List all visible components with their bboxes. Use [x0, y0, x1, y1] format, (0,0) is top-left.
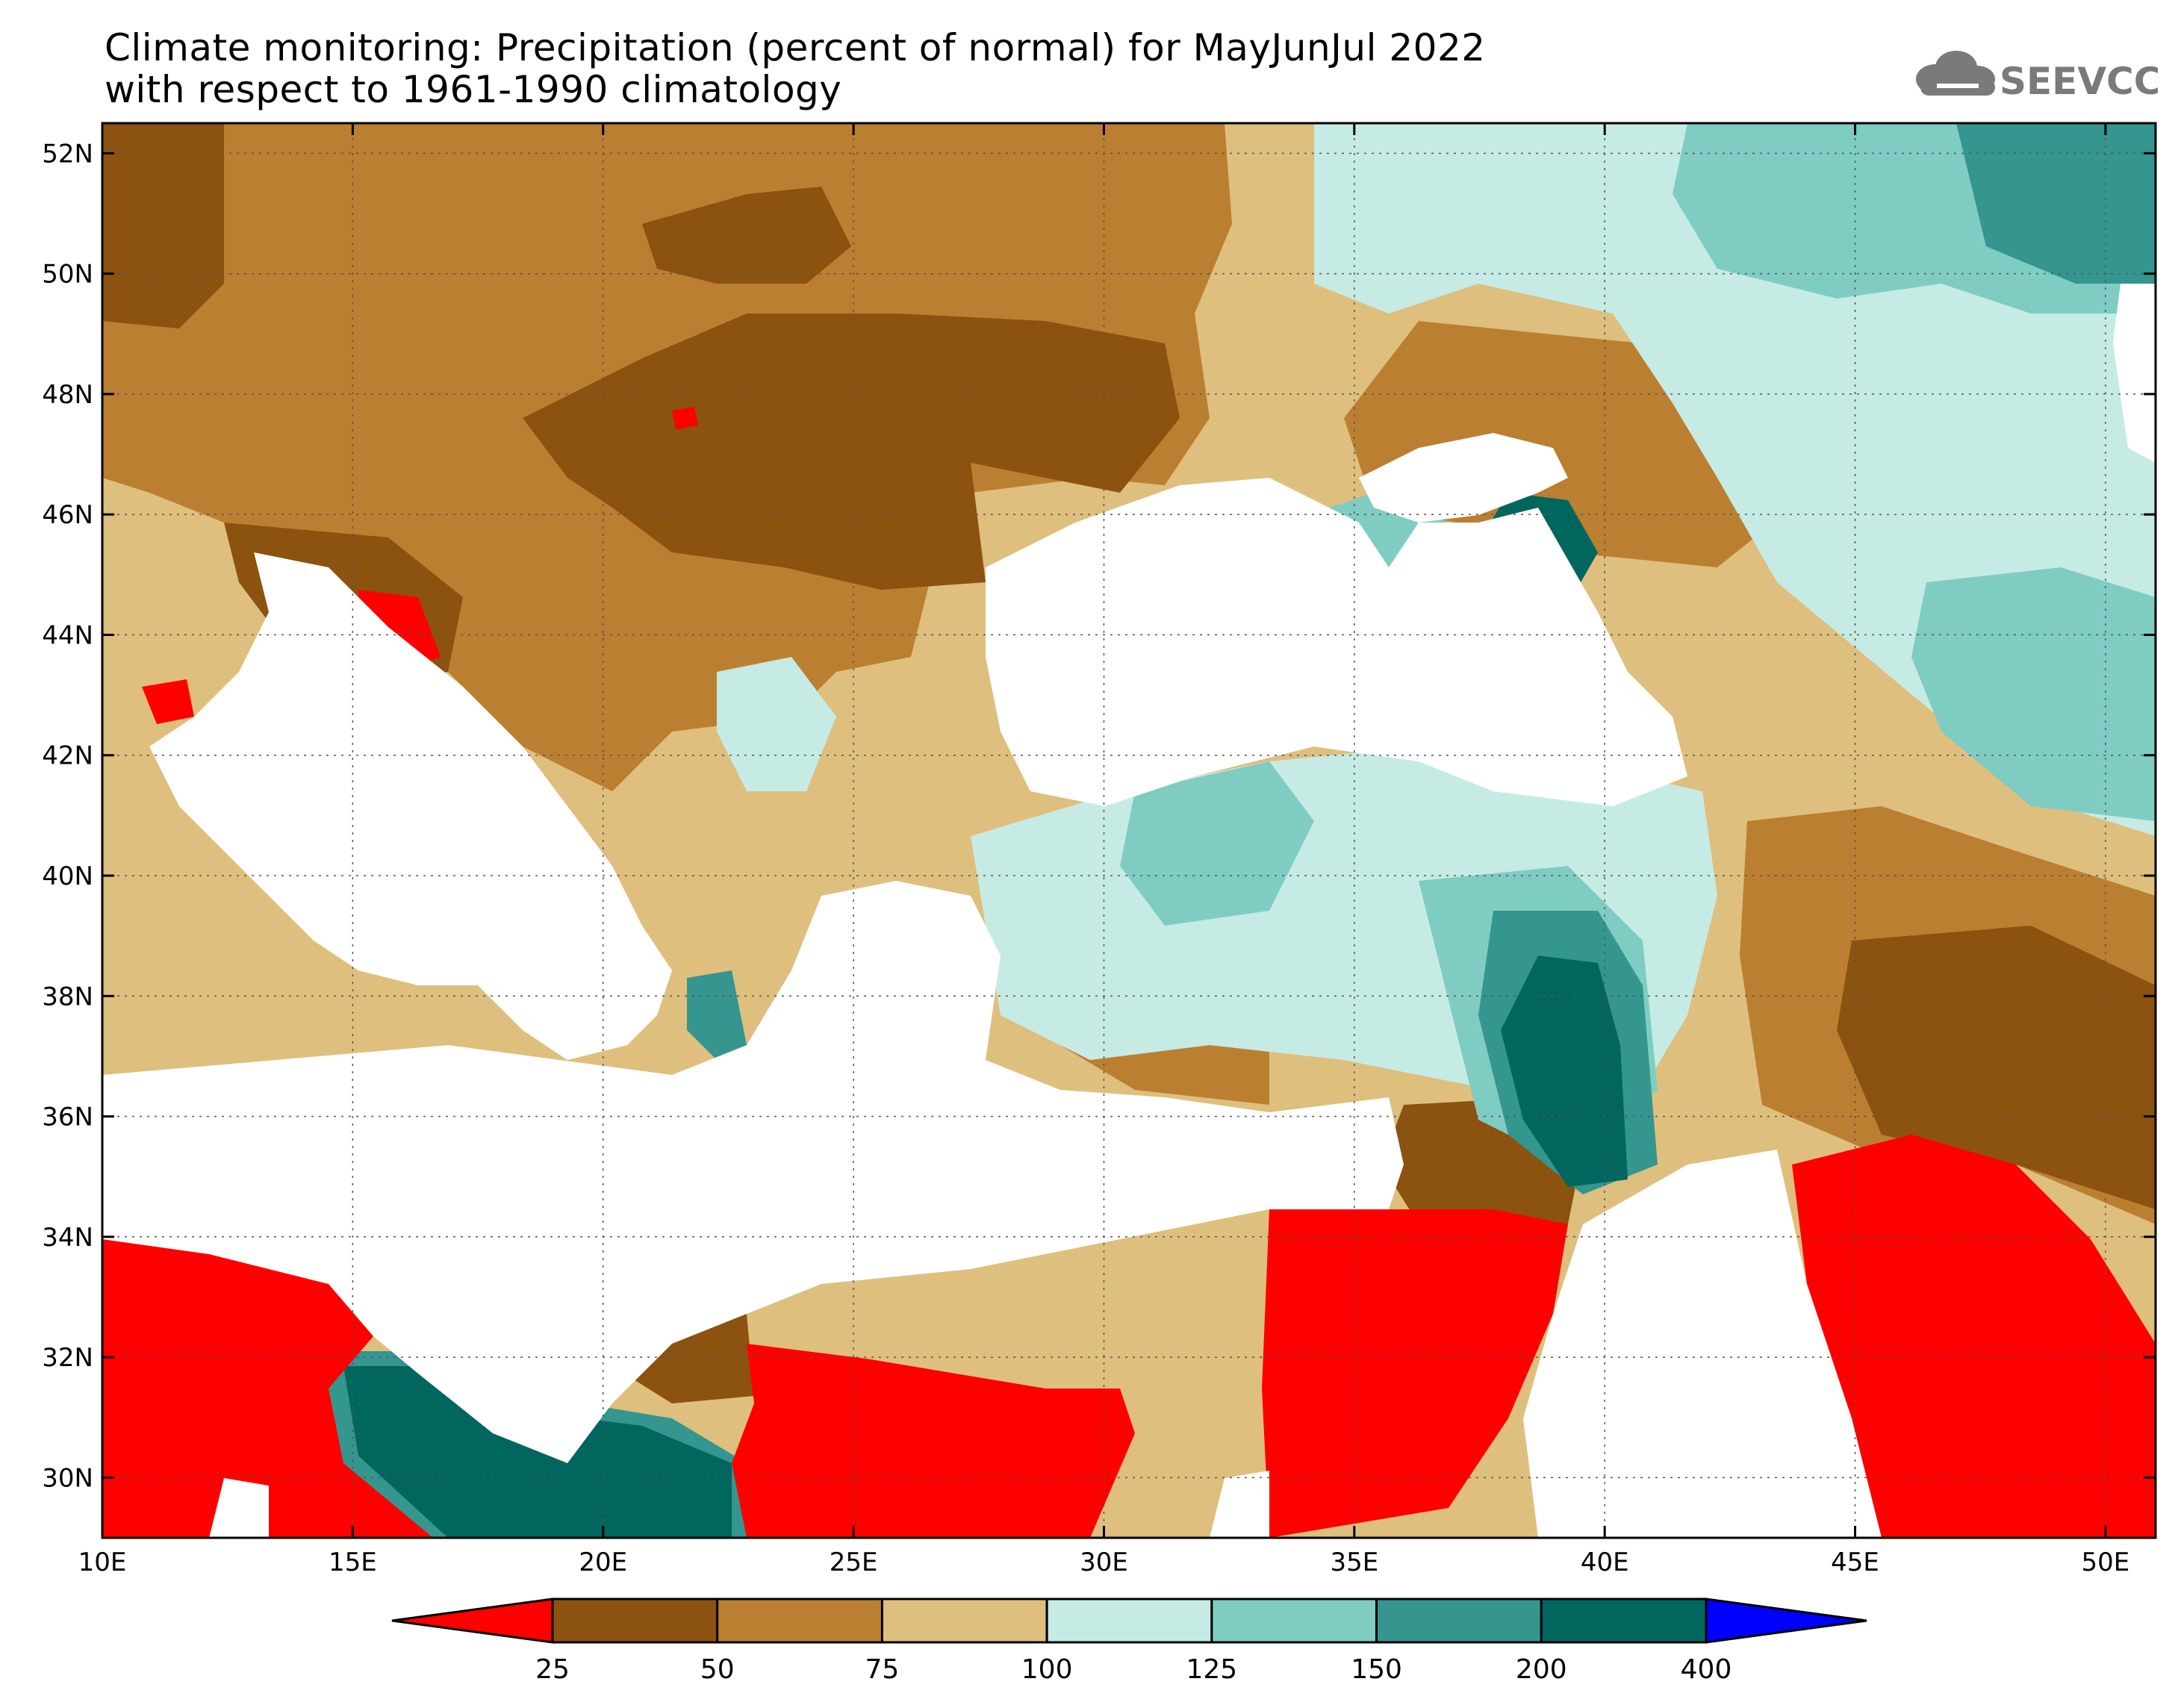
- lat-tick-label: 42N: [42, 741, 93, 771]
- graticule: [102, 123, 2156, 1538]
- seevccc-logo: SEEVCCC: [1916, 51, 2158, 103]
- map-title-line2: with respect to 1961-1990 climatology: [105, 68, 842, 111]
- cloud-icon: [1916, 51, 1995, 96]
- lat-tick-label: 40N: [42, 861, 93, 891]
- lat-tick-label: 50N: [42, 260, 93, 290]
- lon-tick-label: 15E: [329, 1548, 377, 1577]
- colorbar-label: 25: [535, 1654, 570, 1685]
- lat-tick-label: 32N: [42, 1343, 93, 1373]
- colorbar-box: [880, 1598, 1048, 1644]
- colorbar-label: 125: [1186, 1654, 1237, 1685]
- colorbar-label: 100: [1021, 1654, 1073, 1685]
- colorbar-label: 400: [1681, 1654, 1732, 1685]
- colorbar-label: 50: [700, 1654, 735, 1685]
- lon-tick-label: 10E: [78, 1548, 127, 1577]
- lat-tick-label: 44N: [42, 620, 93, 650]
- map-frame: [101, 122, 2157, 1539]
- lon-tick-label: 30E: [1080, 1548, 1128, 1577]
- lat-tick-label: 52N: [42, 139, 93, 169]
- colorbar-box: [1375, 1598, 1543, 1644]
- lat-tick-label: 48N: [42, 380, 93, 410]
- lon-tick-label: 40E: [1581, 1548, 1629, 1577]
- colorbar-label: 150: [1351, 1654, 1402, 1685]
- lat-tick-label: 36N: [42, 1103, 93, 1132]
- precip-field: [102, 123, 2156, 1538]
- lat-tick-label: 46N: [42, 500, 93, 530]
- colorbar: 25 50 75 100 125 150 200 400: [391, 1598, 1867, 1685]
- colorbar-arrow-high: [1705, 1598, 1867, 1644]
- lon-tick-label: 35E: [1330, 1548, 1378, 1577]
- colorbar-box: [551, 1598, 719, 1644]
- lon-tick-label: 45E: [1831, 1548, 1879, 1577]
- lon-tick-label: 50E: [2082, 1548, 2130, 1577]
- colorbar-label: 200: [1516, 1654, 1567, 1685]
- colorbar-box: [1210, 1598, 1378, 1644]
- colorbar-arrow-low: [391, 1598, 554, 1644]
- lon-tick-label: 20E: [579, 1548, 627, 1577]
- lon-tick-label: 25E: [830, 1548, 878, 1577]
- colorbar-box: [1540, 1598, 1708, 1644]
- logo-text: SEEVCCC: [2000, 60, 2158, 103]
- lat-tick-label: 34N: [42, 1223, 93, 1253]
- colorbar-box: [1045, 1598, 1213, 1644]
- map-axes: 10E 15E 20E 25E 30E 35E 40E 45E 50E 30N 32N 34N 36N 3…: [42, 123, 2156, 1577]
- lat-tick-label: 38N: [42, 982, 93, 1012]
- map-title-line1: Climate monitoring: Precipitation (perce…: [105, 26, 1486, 69]
- colorbar-box: [716, 1598, 883, 1644]
- colorbar-label: 75: [865, 1654, 900, 1685]
- lat-tick-label: 30N: [42, 1463, 93, 1493]
